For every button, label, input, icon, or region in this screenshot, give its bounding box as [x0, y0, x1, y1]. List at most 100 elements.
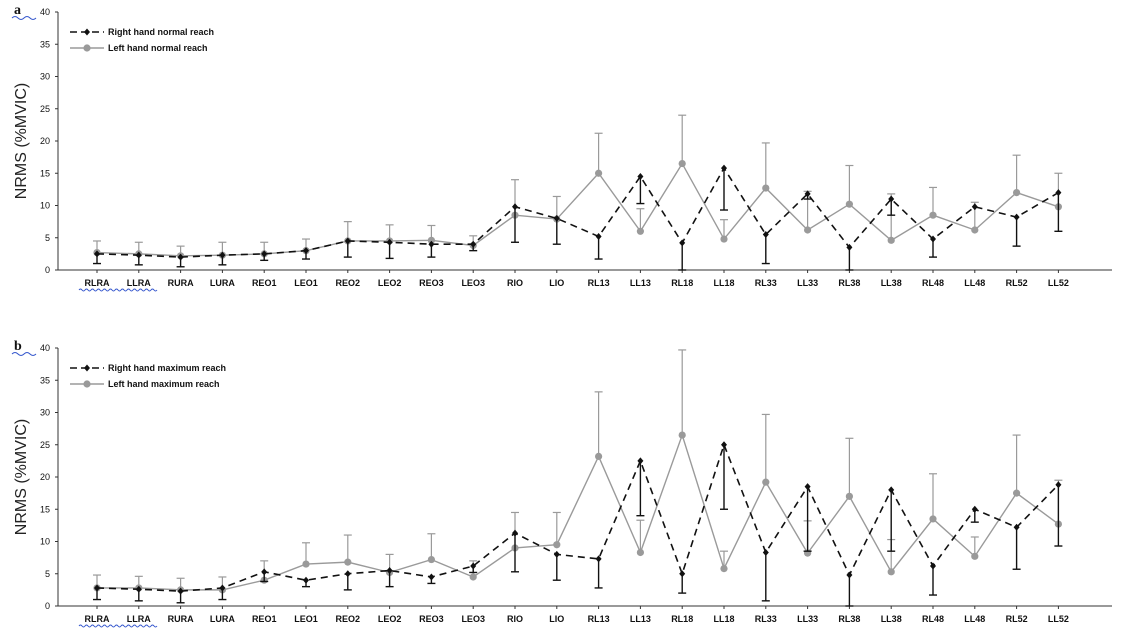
y-tick-label: 30 — [40, 408, 50, 418]
x-tick-label: REO2 — [336, 278, 361, 288]
x-tick-label: RL48 — [922, 278, 944, 288]
data-point — [804, 483, 811, 491]
x-tick-label: LIO — [549, 278, 564, 288]
x-tick-label: LEO1 — [294, 614, 318, 624]
legend-label: Right hand normal reach — [108, 27, 214, 37]
x-tick-label: RL38 — [838, 614, 860, 624]
y-tick-label: 5 — [45, 233, 50, 243]
y-tick-label: 30 — [40, 72, 50, 82]
x-tick-label: RLRA — [85, 278, 110, 288]
data-point — [261, 250, 268, 258]
data-point — [261, 568, 268, 576]
y-tick-label: 0 — [45, 601, 50, 611]
data-point — [469, 573, 477, 581]
legend-marker — [83, 380, 91, 388]
data-point — [637, 172, 644, 180]
data-point — [470, 562, 477, 570]
data-point — [887, 236, 895, 244]
y-tick-label: 25 — [40, 104, 50, 114]
data-point — [219, 584, 226, 592]
data-point — [1013, 523, 1020, 531]
x-tick-label: LL48 — [964, 278, 985, 288]
data-point — [971, 552, 979, 560]
data-point — [888, 486, 895, 494]
data-point — [428, 573, 435, 581]
series-right-hand — [93, 164, 1063, 271]
data-point — [721, 164, 727, 172]
data-point — [846, 243, 853, 251]
x-tick-label: LIO — [549, 614, 564, 624]
data-point — [1013, 213, 1020, 221]
x-tick-label: LL52 — [1048, 614, 1069, 624]
data-point — [636, 548, 645, 557]
x-tick-label: LEO2 — [378, 278, 402, 288]
y-axis-label: NRMS (%MVIC) — [13, 83, 30, 199]
data-point — [637, 457, 644, 465]
data-point — [846, 571, 853, 579]
x-tick-label: LL18 — [713, 614, 734, 624]
data-point — [679, 570, 686, 578]
x-tick-label: LEO1 — [294, 278, 318, 288]
data-point — [470, 240, 477, 248]
x-tick-label: LL18 — [713, 278, 734, 288]
x-tick-label: RURA — [168, 278, 194, 288]
data-point — [386, 238, 393, 246]
data-point — [762, 231, 769, 239]
x-tick-label: RL33 — [755, 278, 777, 288]
x-tick-label: LL48 — [964, 614, 985, 624]
panel-label-underline — [11, 352, 37, 356]
data-point — [636, 227, 645, 235]
y-tick-label: 35 — [40, 375, 50, 385]
data-point — [845, 492, 854, 500]
data-point — [930, 562, 936, 570]
x-tick-label: LURA — [210, 278, 235, 288]
x-tick-label: LEO3 — [461, 614, 485, 624]
x-tick-label: LL13 — [630, 614, 651, 624]
chart-panel-a: 0 5 10 15 20 25 30 35 40 NRMS (%MVIC) a RLRA LLRA RUR… — [11, 3, 1112, 292]
data-point — [344, 558, 352, 566]
data-point — [177, 587, 184, 595]
data-point — [720, 235, 728, 243]
y-tick-label: 20 — [40, 472, 50, 482]
data-point — [512, 203, 518, 211]
legend-label: Right hand maximum reach — [108, 363, 226, 373]
data-point — [428, 240, 435, 248]
data-point — [303, 247, 309, 255]
data-point — [94, 250, 100, 258]
data-point — [1013, 189, 1021, 197]
x-tick-label: LLRA — [127, 614, 151, 624]
data-point — [762, 184, 770, 192]
x-tick-label: LLRA — [127, 278, 151, 288]
x-tick-label: LL13 — [630, 278, 651, 288]
data-point — [135, 585, 142, 593]
data-point — [1013, 489, 1021, 497]
data-point — [595, 452, 603, 460]
data-point — [344, 237, 351, 245]
x-tick-label: RL52 — [1006, 278, 1028, 288]
x-tick-label: RL13 — [588, 278, 610, 288]
x-tick-label: LL38 — [881, 614, 902, 624]
series-line — [96, 162, 1059, 257]
data-point — [302, 560, 310, 568]
series-line — [96, 166, 1059, 258]
x-tick-label: LL33 — [797, 278, 818, 288]
data-point — [971, 226, 979, 234]
data-point — [762, 478, 770, 486]
y-tick-label: 15 — [40, 168, 50, 178]
data-point — [427, 555, 435, 564]
data-point — [1055, 481, 1062, 489]
data-point — [678, 431, 686, 439]
data-point — [135, 251, 142, 259]
x-tick-label: REO3 — [419, 278, 444, 288]
data-point — [929, 211, 937, 219]
x-tick-label: REO3 — [419, 614, 444, 624]
y-tick-label: 25 — [40, 440, 50, 450]
x-tick-label: RURA — [168, 614, 194, 624]
y-axis-label: NRMS (%MVIC) — [13, 419, 30, 535]
data-point — [930, 235, 936, 243]
data-point — [721, 441, 727, 449]
data-point — [303, 576, 309, 584]
legend: Right hand maximum reach Left hand maximu… — [70, 363, 226, 389]
data-point — [929, 515, 937, 523]
